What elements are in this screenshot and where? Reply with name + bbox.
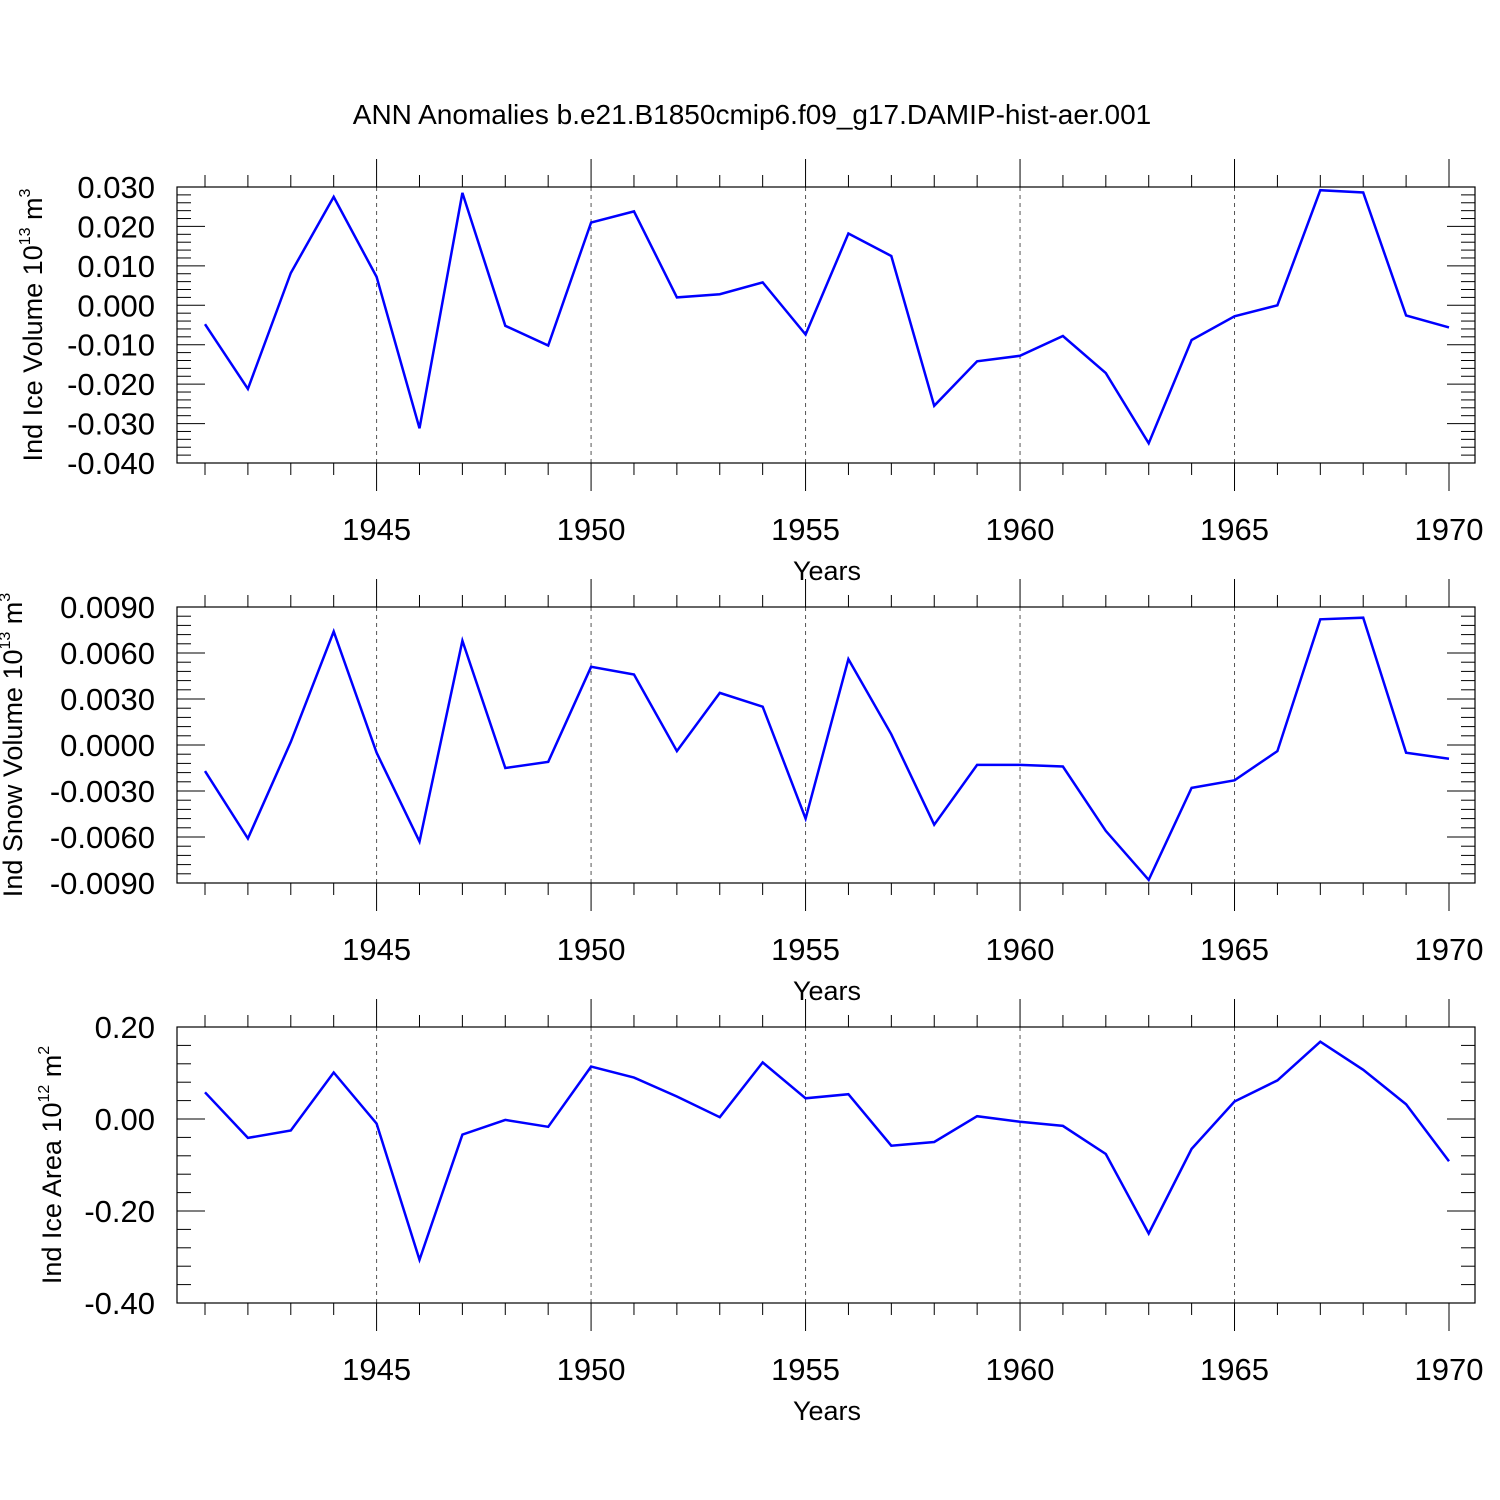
ice-area-ytick-label: -0.20 bbox=[84, 1194, 155, 1229]
ice-volume-ylabel: Ind Ice Volume 1013 m3 bbox=[17, 188, 48, 461]
ice-volume-ytick-labels: -0.040 -0.030 -0.020 -0.010 0.000 0.010 0.020 0… bbox=[67, 170, 155, 481]
ice-volume-xtick-labels: 1945 1950 1955 1960 1965 1970 bbox=[342, 512, 1483, 547]
snow-volume-panel: -0.0090 -0.0060 -0.0030 0.0000 0.0030 0.0060 0… bbox=[0, 579, 1483, 1006]
snow-volume-xlabel: Years bbox=[793, 976, 861, 1006]
snow-volume-ytick-label: -0.0090 bbox=[50, 866, 155, 901]
ice-volume-ylabel-main: Ind Ice Volume 10 bbox=[18, 245, 48, 461]
snow-volume-xtick-labels: 1945 1950 1955 1960 1965 1970 bbox=[342, 932, 1483, 967]
ice-area-grid bbox=[376, 1027, 1236, 1303]
ice-volume-ylabel-exp: 13 bbox=[17, 227, 34, 245]
ice-area-ylabel: Ind Ice Area 1012 m2 bbox=[36, 1046, 67, 1284]
ice-volume-ytick-label: -0.020 bbox=[67, 367, 155, 402]
ice-volume-xtick-label: 1945 bbox=[342, 512, 411, 547]
ice-volume-series-line bbox=[203, 188, 1450, 447]
ice-area-xtick-label: 1955 bbox=[771, 1352, 840, 1387]
snow-volume-ytick-label: -0.0030 bbox=[50, 774, 155, 809]
ice-volume-series bbox=[203, 188, 1450, 447]
ice-volume-ytick-label: -0.040 bbox=[67, 446, 155, 481]
ice-area-ticks bbox=[177, 999, 1475, 1331]
snow-volume-ytick-labels: -0.0090 -0.0060 -0.0030 0.0000 0.0030 0.0060 0… bbox=[50, 590, 155, 901]
ice-volume-frame bbox=[176, 186, 1476, 464]
ice-volume-ytick-label: 0.010 bbox=[77, 249, 155, 284]
ice-volume-panel: -0.040 -0.030 -0.020 -0.010 0.000 0.010 0.020 0… bbox=[17, 159, 1483, 586]
snow-volume-grid bbox=[376, 607, 1236, 883]
snow-volume-ylabel-exp: 13 bbox=[0, 632, 14, 650]
snow-volume-xtick-label: 1965 bbox=[1200, 932, 1269, 967]
snow-volume-ylabel-unit: m bbox=[0, 602, 28, 625]
snow-volume-ytick-label: 0.0060 bbox=[60, 636, 155, 671]
ice-volume-ylabel-unit-exp: 3 bbox=[17, 188, 34, 197]
ice-volume-ytick-label: -0.030 bbox=[67, 407, 155, 442]
ice-area-panel: -0.40-0.200.000.20 1945 1950 1955 1960 1965 1… bbox=[36, 999, 1483, 1426]
snow-volume-xtick-label: 1950 bbox=[557, 932, 626, 967]
ice-area-xtick-label: 1960 bbox=[986, 1352, 1055, 1387]
ice-area-xtick-labels: 1945 1950 1955 1960 1965 1970 bbox=[342, 1352, 1483, 1387]
ice-volume-grid bbox=[376, 187, 1236, 463]
ice-area-xlabel: Years bbox=[793, 1396, 861, 1426]
ice-area-xtick-label: 1965 bbox=[1200, 1352, 1269, 1387]
snow-volume-series-line bbox=[203, 616, 1450, 883]
ice-volume-xtick-label: 1965 bbox=[1200, 512, 1269, 547]
ice-volume-xtick-label: 1955 bbox=[771, 512, 840, 547]
ice-area-xtick-label: 1945 bbox=[342, 1352, 411, 1387]
snow-volume-ytick-label: -0.0060 bbox=[50, 820, 155, 855]
ice-volume-ytick-label: 0.030 bbox=[77, 170, 155, 205]
ice-area-ytick-label: -0.40 bbox=[84, 1286, 155, 1321]
snow-volume-xtick-label: 1955 bbox=[771, 932, 840, 967]
snow-volume-ylabel-main: Ind Snow Volume 10 bbox=[0, 650, 28, 898]
ice-volume-ytick-label: -0.010 bbox=[67, 328, 155, 363]
ice-volume-xlabel: Years bbox=[793, 556, 861, 586]
ice-volume-xtick-label: 1950 bbox=[557, 512, 626, 547]
ice-area-ytick-label: 0.00 bbox=[95, 1102, 155, 1137]
ice-volume-xtick-label: 1960 bbox=[986, 512, 1055, 547]
ice-volume-ytick-label: 0.020 bbox=[77, 209, 155, 244]
snow-volume-frame bbox=[176, 606, 1476, 884]
ice-volume-ytick-label: 0.000 bbox=[77, 288, 155, 323]
snow-volume-xtick-label: 1945 bbox=[342, 932, 411, 967]
ice-volume-ticks bbox=[177, 159, 1475, 491]
snow-volume-ytick-label: 0.0090 bbox=[60, 590, 155, 625]
ice-area-ylabel-main: Ind Ice Area 10 bbox=[37, 1103, 67, 1285]
figure-title: ANN Anomalies b.e21.B1850cmip6.f09_g17.D… bbox=[353, 99, 1151, 130]
snow-volume-ylabel-unit-exp: 3 bbox=[0, 593, 14, 602]
snow-volume-ytick-label: 0.0030 bbox=[60, 682, 155, 717]
ice-area-series-line bbox=[204, 1040, 1450, 1264]
ice-volume-xtick-label: 1970 bbox=[1415, 512, 1484, 547]
snow-volume-ylabel: Ind Snow Volume 1013 m3 bbox=[0, 593, 28, 897]
ice-area-ylabel-exp: 12 bbox=[36, 1085, 53, 1103]
snow-volume-xtick-label: 1960 bbox=[986, 932, 1055, 967]
ice-area-xtick-label: 1950 bbox=[557, 1352, 626, 1387]
snow-volume-xtick-label: 1970 bbox=[1415, 932, 1484, 967]
snow-volume-series bbox=[203, 616, 1450, 883]
ice-area-ytick-labels: -0.40 -0.20 0.00 0.20 bbox=[84, 1010, 155, 1321]
snow-volume-ytick-label: 0.0000 bbox=[60, 728, 155, 763]
ice-area-ylabel-unit-exp: 2 bbox=[36, 1046, 53, 1055]
ice-area-frame bbox=[176, 1026, 1476, 1304]
ice-area-series bbox=[204, 1040, 1450, 1264]
ice-area-ytick-label: 0.20 bbox=[95, 1010, 155, 1045]
ice-volume-ylabel-unit: m bbox=[18, 197, 48, 220]
ice-area-ylabel-unit: m bbox=[37, 1055, 67, 1078]
ice-area-xtick-label: 1970 bbox=[1415, 1352, 1484, 1387]
